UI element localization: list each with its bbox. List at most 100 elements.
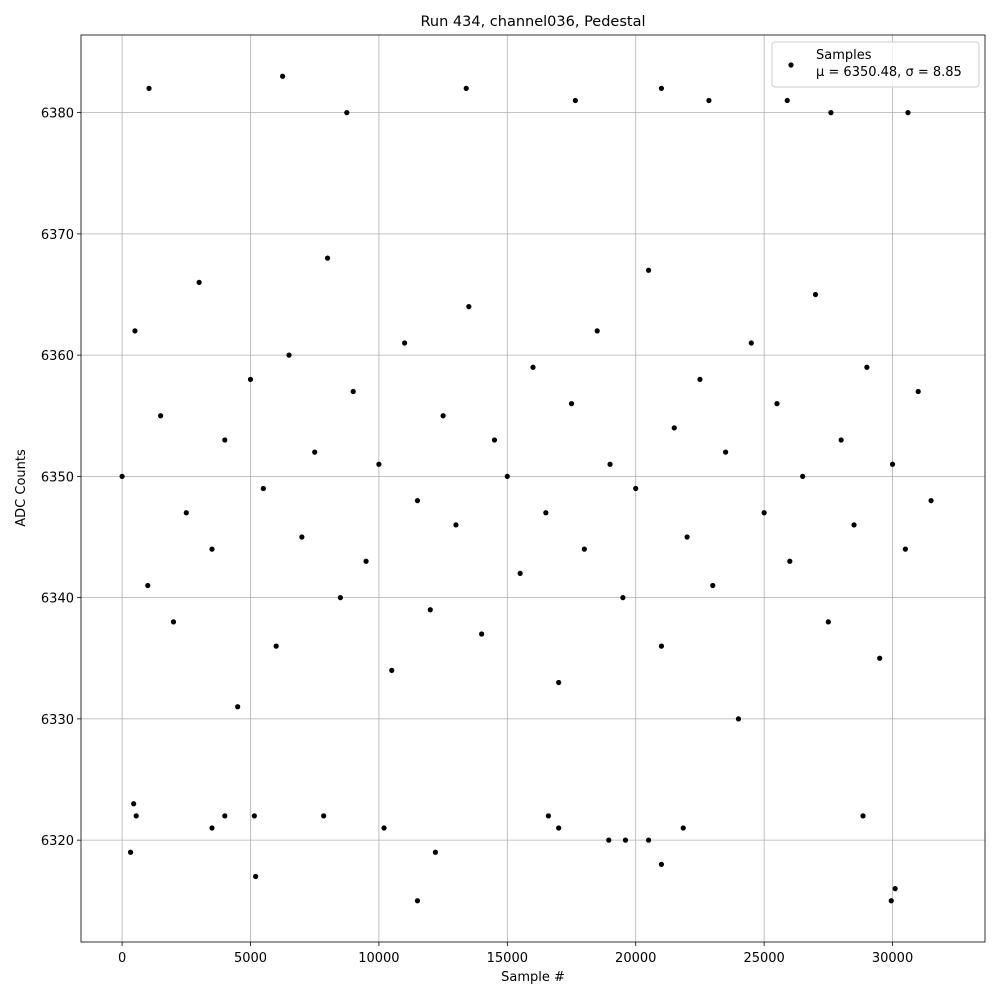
- sample-point: [247, 376, 254, 382]
- sample-point: [414, 498, 421, 504]
- sample-point: [828, 110, 834, 116]
- sample-point: [260, 485, 266, 492]
- sample-point: [131, 801, 137, 807]
- y-axis-label: ADC Counts: [14, 449, 29, 527]
- sample-point: [622, 837, 629, 843]
- sample-point: [463, 85, 469, 91]
- sample-point: [222, 437, 228, 443]
- sample-point: [812, 291, 819, 298]
- sample-point: [286, 352, 292, 358]
- sample-point: [594, 328, 600, 334]
- sample-point: [344, 110, 350, 116]
- sample-point: [543, 510, 549, 516]
- sample-point: [658, 643, 665, 649]
- sample-point: [517, 570, 523, 576]
- sample-point: [280, 73, 286, 79]
- y-tick-label: 6320: [41, 834, 74, 849]
- sample-point: [774, 401, 780, 407]
- sample-point: [401, 340, 408, 346]
- sample-point: [860, 813, 866, 819]
- sample-point: [800, 473, 806, 479]
- sample-point: [671, 425, 677, 431]
- sample-point: [680, 825, 686, 831]
- sample-point: [376, 461, 382, 467]
- sample-point: [633, 485, 639, 492]
- sample-point: [889, 461, 896, 467]
- sample-point: [133, 813, 139, 819]
- sample-point: [905, 110, 911, 116]
- sample-point: [838, 437, 844, 443]
- points-layer: [119, 73, 934, 904]
- sample-point: [748, 340, 754, 346]
- sample-point: [209, 546, 215, 552]
- sample-point: [432, 849, 439, 855]
- sample-point: [568, 401, 575, 407]
- sample-point: [658, 85, 665, 91]
- sample-point: [222, 813, 228, 819]
- legend-marker: [788, 62, 794, 68]
- sample-point: [902, 546, 908, 552]
- sample-point: [132, 328, 138, 334]
- sample-point: [170, 619, 177, 625]
- sample-point: [825, 619, 831, 625]
- y-tick-label: 6360: [41, 349, 74, 364]
- sample-point: [658, 861, 665, 867]
- sample-point: [127, 849, 134, 855]
- sample-point: [491, 437, 498, 443]
- sample-point: [784, 97, 790, 104]
- sample-point: [427, 607, 433, 613]
- sample-point: [350, 388, 356, 395]
- sample-point: [381, 825, 387, 831]
- sample-point: [684, 534, 690, 540]
- sample-point: [479, 631, 485, 637]
- sample-point: [556, 679, 562, 686]
- x-tick-label: 15000: [487, 951, 528, 966]
- sample-point: [915, 388, 921, 395]
- sample-point: [697, 376, 703, 382]
- sample-point: [735, 716, 742, 722]
- y-tick-label: 6350: [41, 470, 74, 485]
- sample-point: [892, 886, 898, 892]
- y-tick-label: 6330: [41, 713, 74, 728]
- legend-stats: μ = 6350.48, σ = 8.85: [816, 65, 962, 80]
- sample-point: [183, 510, 189, 516]
- legend-label: Samples: [816, 48, 872, 63]
- sample-point: [440, 413, 446, 419]
- y-tick-label: 6370: [41, 228, 74, 243]
- sample-point: [645, 837, 652, 843]
- sample-point: [453, 522, 459, 528]
- x-tick-label: 10000: [358, 951, 399, 966]
- x-tick-label: 20000: [615, 951, 656, 966]
- sample-point: [146, 85, 152, 91]
- sample-point: [312, 449, 318, 455]
- sample-point: [299, 534, 305, 540]
- sample-point: [273, 643, 279, 649]
- sample-point: [710, 582, 716, 589]
- sample-point: [572, 97, 578, 104]
- sample-point: [145, 582, 151, 589]
- sample-point: [761, 510, 767, 516]
- y-tick-label: 6380: [41, 107, 74, 122]
- sample-point: [877, 655, 883, 661]
- sample-point: [530, 364, 536, 370]
- x-tick-label: 25000: [743, 951, 784, 966]
- sample-point: [209, 825, 215, 831]
- x-tick-label: 0: [118, 951, 126, 966]
- sample-point: [545, 813, 552, 819]
- sample-point: [251, 813, 257, 819]
- sample-point: [620, 595, 626, 601]
- sample-point: [851, 522, 857, 528]
- legend-box: [771, 41, 980, 88]
- sample-point: [556, 825, 562, 831]
- sample-point: [321, 813, 327, 819]
- plot-frame: [80, 34, 986, 943]
- sample-point: [119, 473, 125, 479]
- sample-point: [723, 449, 729, 455]
- sample-point: [645, 267, 652, 273]
- sample-point: [466, 304, 472, 310]
- sample-point: [158, 413, 164, 419]
- sample-point: [581, 546, 587, 552]
- x-tick-label: 30000: [872, 951, 913, 966]
